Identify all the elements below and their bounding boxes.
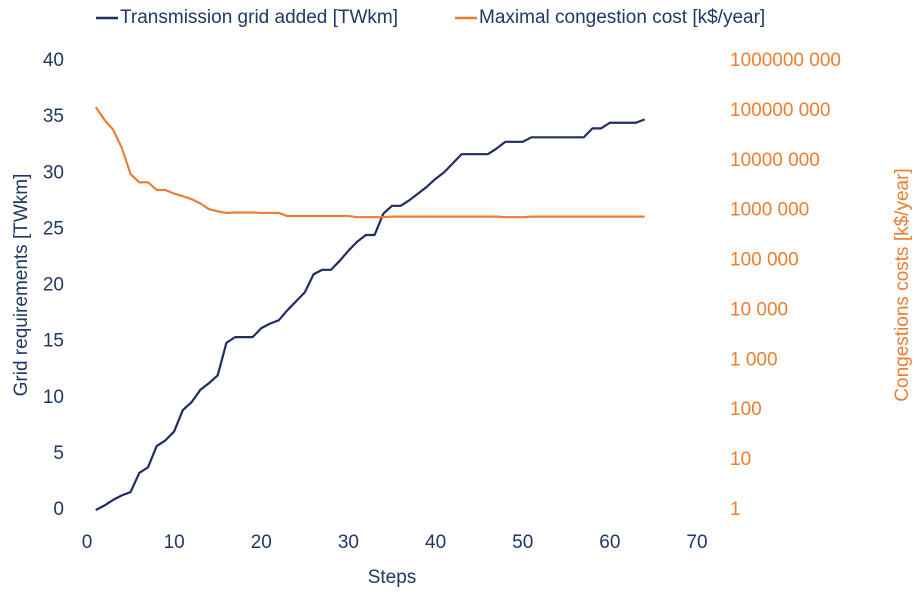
x-tick-label: 20: [251, 532, 272, 553]
y2-tick-label: 1 000: [730, 349, 778, 370]
x-tick-label: 0: [82, 532, 93, 553]
x-tick-label: 30: [338, 532, 359, 553]
y-tick-label: 10: [43, 387, 64, 408]
series-line: [94, 106, 645, 219]
y2-axis-title: Congestions costs [k$/year]: [892, 168, 913, 401]
y2-tick-label: 1000 000: [730, 200, 809, 221]
y2-tick-label: 1000000 000: [730, 50, 841, 71]
x-tick-label: 40: [425, 532, 446, 553]
y2-tick-label: 10: [730, 449, 751, 470]
y2-tick-label: 1: [730, 499, 741, 520]
y-tick-label: 15: [43, 331, 64, 352]
y2-tick-label: 10000 000: [730, 150, 820, 171]
y-tick-label: 20: [43, 275, 64, 296]
x-tick-label: 70: [686, 532, 707, 553]
x-tick-label: 50: [512, 532, 533, 553]
series-line: [95, 118, 646, 511]
x-axis-title: Steps: [368, 567, 417, 588]
y2-tick-label: 10 000: [730, 299, 788, 320]
y-axis-title: Grid requirements [TWkm]: [11, 174, 32, 397]
y-tick-label: 5: [53, 443, 64, 464]
legend-label: Maximal congestion cost [k$/year]: [479, 7, 765, 28]
y-tick-label: 35: [43, 106, 64, 127]
y2-tick-label: 100: [730, 399, 762, 420]
y-tick-label: 0: [53, 499, 64, 520]
y-tick-label: 25: [43, 218, 64, 239]
y-tick-label: 40: [43, 50, 64, 71]
y-tick-label: 30: [43, 162, 64, 183]
y2-tick-label: 100000 000: [730, 100, 830, 121]
legend-label: Transmission grid added [TWkm]: [120, 7, 398, 28]
y2-tick-label: 100 000: [730, 250, 799, 271]
x-tick-label: 60: [599, 532, 620, 553]
x-tick-label: 10: [164, 532, 185, 553]
